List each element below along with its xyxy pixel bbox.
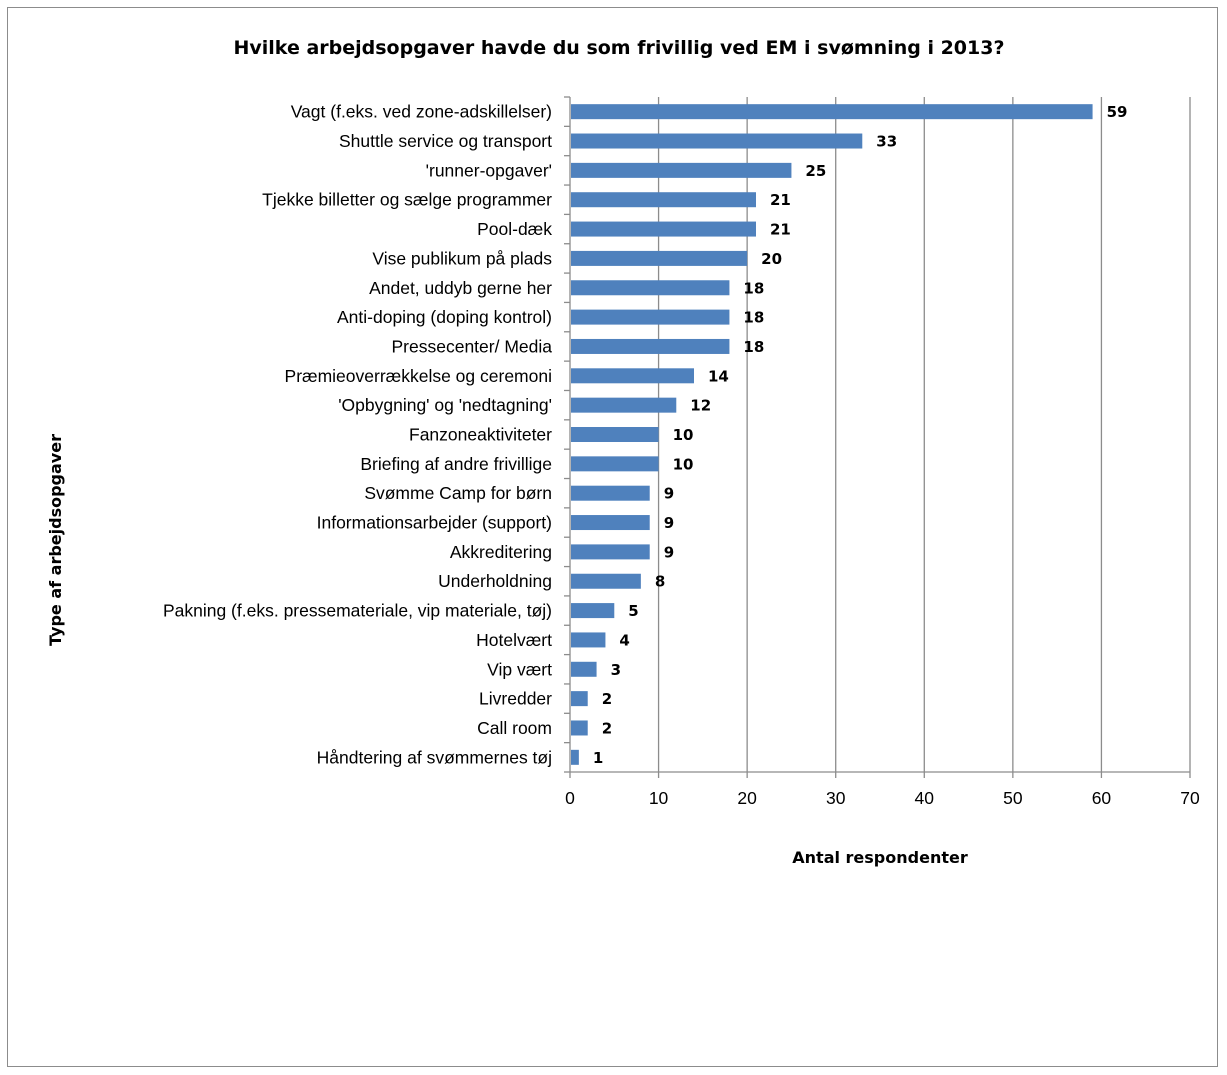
data-label: 1 [593, 749, 603, 767]
x-tick-label: 0 [565, 788, 575, 808]
data-label: 8 [655, 573, 665, 591]
category-label: Håndtering af svømmernes tøj [317, 747, 552, 767]
data-label: 18 [743, 309, 764, 327]
category-label: 'Opbygning' og 'nedtagning' [338, 395, 552, 415]
data-label: 9 [664, 485, 674, 503]
data-label: 18 [743, 279, 764, 297]
chart-title: Hvilke arbejdsopgaver havde du som frivi… [234, 37, 1005, 59]
bar [571, 397, 677, 413]
data-label: 2 [602, 719, 612, 737]
x-tick-label: 40 [915, 788, 935, 808]
category-label: Livredder [479, 689, 552, 709]
data-label: 14 [708, 367, 729, 385]
data-label: 5 [628, 602, 638, 620]
bar [571, 104, 1093, 120]
gridlines [657, 97, 1191, 772]
axes [564, 96, 1191, 778]
category-label: Andet, uddyb gerne her [369, 278, 552, 298]
category-label: Informationsarbejder (support) [317, 513, 552, 533]
bars [571, 104, 1093, 765]
data-label: 20 [761, 250, 782, 268]
category-label: Svømme Camp for børn [364, 483, 552, 503]
bar [571, 632, 606, 648]
category-label: 'runner-opgaver' [426, 160, 552, 180]
category-label: Akkreditering [450, 542, 552, 562]
bar [571, 749, 579, 765]
data-label: 25 [805, 162, 826, 180]
data-label: 21 [770, 191, 791, 209]
data-label: 10 [673, 455, 694, 473]
category-label: Underholdning [438, 571, 552, 591]
category-label: Vagt (f.eks. ved zone-adskillelser) [291, 102, 552, 122]
x-tick-label: 20 [737, 788, 757, 808]
bar [571, 221, 756, 237]
x-tick-label: 70 [1180, 788, 1200, 808]
bar [571, 485, 650, 501]
chart-frame [7, 7, 1218, 1067]
category-label: Pool-dæk [477, 219, 552, 239]
bar [571, 573, 641, 589]
bar [571, 133, 863, 149]
category-label: Vise publikum på plads [372, 248, 552, 268]
bar [571, 162, 792, 178]
bar [571, 368, 694, 384]
bar [571, 192, 756, 208]
x-tick-label: 30 [826, 788, 846, 808]
category-label: Vip vært [487, 659, 552, 679]
data-label: 21 [770, 221, 791, 239]
x-tick-label: 10 [649, 788, 669, 808]
data-label: 18 [743, 338, 764, 356]
x-tick-label: 50 [1003, 788, 1023, 808]
x-tick-label: 60 [1092, 788, 1112, 808]
category-label: Pressecenter/ Media [392, 336, 553, 356]
category-label: Call room [477, 718, 552, 738]
bar [571, 338, 730, 354]
data-label: 4 [619, 631, 629, 649]
bar [571, 603, 615, 619]
data-label: 3 [611, 661, 621, 679]
data-label: 9 [664, 543, 674, 561]
bar [571, 515, 650, 531]
y-axis-title: Type af arbejdsopgaver [46, 434, 65, 646]
bar [571, 250, 748, 266]
category-label: Hotelvært [476, 630, 552, 650]
category-label: Briefing af andre frivillige [360, 454, 552, 474]
category-label: Shuttle service og transport [339, 131, 552, 151]
bar [571, 280, 730, 296]
data-label: 59 [1107, 103, 1128, 121]
bar [571, 661, 597, 677]
data-label: 33 [876, 133, 897, 151]
data-label: 12 [690, 397, 711, 415]
category-label: Præmieoverrækkelse og ceremoni [285, 366, 552, 386]
category-label: Tjekke billetter og sælge programmer [262, 190, 552, 210]
bar [571, 544, 650, 560]
data-label: 10 [673, 426, 694, 444]
category-label: Pakning (f.eks. pressemateriale, vip mat… [163, 601, 552, 621]
category-label: Anti-doping (doping kontrol) [337, 307, 552, 327]
bar [571, 691, 588, 707]
x-tick-labels: 0 10 20 30 40 50 60 70 [565, 788, 1200, 808]
bar [571, 309, 730, 325]
bar [571, 456, 659, 472]
bar [571, 720, 588, 736]
data-label: 2 [602, 690, 612, 708]
bar [571, 427, 659, 442]
category-label: Fanzoneaktiviteter [409, 425, 552, 445]
x-axis-title: Antal respondenter [792, 848, 968, 867]
category-labels: Vagt (f.eks. ved zone-adskillelser) Shutt… [163, 102, 552, 768]
data-label: 9 [664, 514, 674, 532]
